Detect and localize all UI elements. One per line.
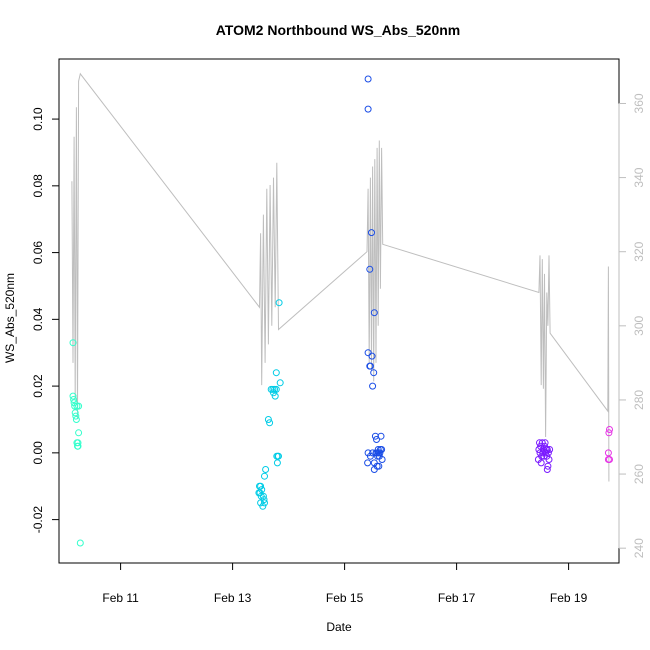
data-point [273,459,281,467]
data-point [71,402,79,410]
data-point [377,432,385,440]
y-tick-label: 0.00 [31,441,45,465]
data-point [368,229,375,237]
y-tick-label: 0.08 [31,174,45,198]
data-point [370,369,378,377]
data-point [546,446,554,453]
data-point [544,449,552,457]
data-point [271,392,279,400]
data-point [375,462,383,470]
x-tick-label: Feb 19 [550,591,588,605]
data-point [75,429,83,437]
data-point [71,409,79,417]
y-tick-label: 0.04 [31,307,45,331]
data-point [266,419,274,427]
data-point [74,439,82,447]
y2-tick-label: 320 [632,241,646,261]
data-point [261,499,268,507]
data-point [275,452,282,460]
data-point [370,466,378,473]
data-point [540,452,548,460]
y-tick-label: -0.02 [31,506,45,534]
data-point [364,75,372,83]
data-point [270,389,277,397]
data-point [272,369,280,377]
data-point [364,105,372,113]
data-point [276,379,284,387]
data-point [541,439,549,447]
data-point [378,456,386,463]
data-point [259,502,267,510]
data-point [535,446,543,453]
y-tick-label: 0.02 [31,374,45,398]
secondary-line-layer [71,72,610,482]
data-point [544,462,552,470]
data-point [543,446,551,453]
data-point [264,416,272,423]
data-point [72,416,80,423]
data-point [76,539,84,547]
data-point [543,466,551,473]
data-point [366,265,374,273]
data-point [262,466,270,473]
data-point [606,456,613,463]
data-point [604,449,612,457]
data-point [537,459,545,467]
x-tick-label: Feb 11 [102,591,139,605]
y-tick-label: 0.06 [31,241,45,265]
data-point [69,339,77,347]
chart-title: ATOM2 Northbound WS_Abs_520nm [216,22,461,38]
data-point [275,299,283,307]
data-point [70,396,78,403]
y2-tick-label: 300 [632,315,646,335]
y-axis-label: WS_Abs_520nm [3,273,17,363]
data-point [364,349,372,357]
y2-tick-label: 360 [632,93,646,113]
x-tick-label: Feb 17 [438,591,476,605]
data-point [261,472,268,480]
data-point [69,392,77,400]
x-tick-label: Feb 13 [214,591,252,605]
data-point [364,459,372,467]
points-layer [69,75,613,547]
data-point [257,482,265,490]
data-point [74,442,82,450]
x-tick-label: Feb 15 [326,591,364,605]
y2-tick-label: 260 [632,464,646,484]
data-point [605,429,613,437]
y-tick-label: 0.10 [31,107,45,131]
data-point [373,436,380,443]
data-point [75,402,83,410]
y2-tick-label: 340 [632,167,646,187]
data-point [366,362,374,370]
data-point [545,456,553,463]
data-point [370,309,378,317]
x-axis-label: Date [326,620,352,634]
data-point [259,492,267,500]
data-point [368,352,376,360]
secondary-series-line [71,72,610,482]
secondary-y-axis: 240 260 280 300 320 340 360 [618,93,646,558]
y-axis: -0.02 0.00 0.02 0.04 0.06 0.08 0.10 [31,107,60,534]
y2-tick-label: 240 [632,538,646,558]
data-point [366,452,374,460]
data-point [606,426,613,433]
y2-tick-label: 280 [632,390,646,410]
data-point [369,382,377,390]
data-point [72,412,80,420]
x-axis: Feb 11 Feb 13 Feb 15 Feb 17 Feb 19 [102,562,588,605]
